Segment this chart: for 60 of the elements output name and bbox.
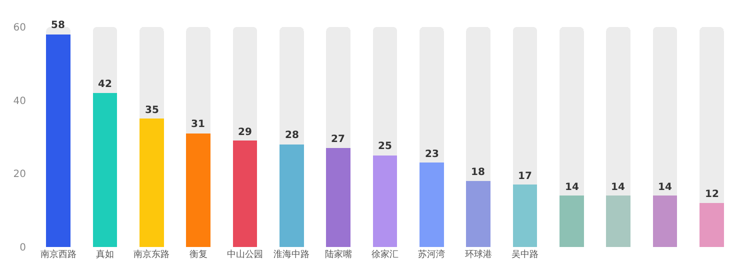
data-label: 42	[98, 79, 112, 90]
bar	[232, 140, 258, 247]
bar	[560, 27, 584, 196]
bar	[92, 27, 118, 93]
x-tick-label: 南京东路	[134, 249, 170, 260]
bar	[606, 196, 630, 247]
bar	[140, 27, 164, 119]
data-label: 25	[378, 141, 392, 152]
bar	[652, 196, 678, 247]
x-tick-label: 陆家嘴	[324, 249, 352, 260]
x-tick-label: 南京西路	[40, 249, 76, 260]
x-tick-label: 衡复	[189, 249, 208, 260]
bar	[280, 27, 304, 144]
x-tick-label: 徐家汇	[372, 249, 398, 260]
bar	[700, 27, 724, 203]
bar	[512, 27, 538, 185]
data-label: 27	[331, 134, 345, 145]
bar	[372, 155, 398, 247]
bar	[186, 133, 210, 247]
y-tick-label: 20	[13, 169, 26, 180]
bar	[606, 27, 630, 196]
bar	[420, 27, 444, 163]
bar	[140, 118, 164, 247]
bar	[280, 144, 304, 247]
bar	[420, 162, 444, 247]
x-tick-label: 苏河湾	[418, 249, 446, 260]
x-tick-label: 环球港	[464, 249, 492, 260]
bar	[46, 34, 70, 247]
bar	[652, 27, 678, 196]
x-tick-label: 中山公园	[227, 249, 263, 260]
bar	[560, 196, 584, 247]
data-label: 14	[611, 182, 625, 193]
bar	[92, 93, 118, 247]
bar	[372, 27, 398, 156]
data-label: 23	[425, 149, 439, 160]
x-tick-label: 淮海中路	[274, 249, 310, 260]
bar	[326, 148, 350, 247]
y-tick-label: 0	[20, 242, 26, 254]
y-tick-label: 40	[13, 96, 26, 107]
data-label: 31	[191, 119, 205, 130]
data-label: 35	[145, 105, 159, 116]
data-label: 14	[658, 182, 672, 193]
bar	[46, 27, 70, 34]
data-label: 18	[471, 167, 485, 178]
bar	[232, 27, 258, 141]
data-label: 29	[238, 127, 252, 138]
bar	[326, 27, 350, 148]
bar	[512, 184, 538, 247]
data-label: 28	[285, 130, 299, 141]
data-label: 58	[51, 20, 65, 31]
data-label: 14	[565, 182, 579, 193]
bar	[466, 27, 490, 181]
bar	[186, 27, 210, 134]
x-tick-label: 吴中路	[512, 249, 538, 260]
bar	[700, 203, 724, 247]
bar	[466, 181, 490, 247]
y-tick-label: 60	[13, 22, 26, 34]
data-label: 12	[705, 189, 719, 200]
data-label: 17	[518, 171, 532, 182]
x-tick-label: 真如	[96, 249, 114, 260]
